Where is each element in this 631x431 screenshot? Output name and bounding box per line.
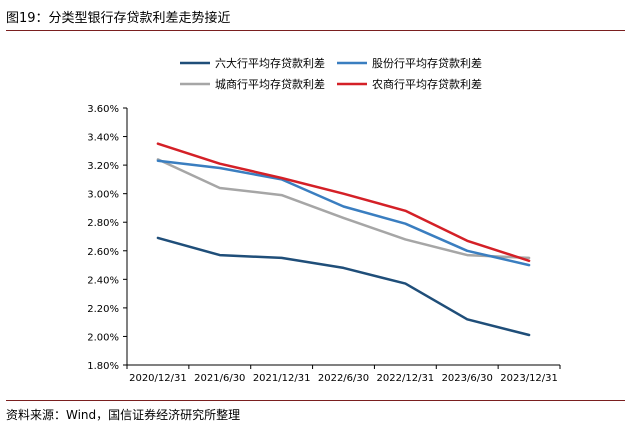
y-tick-label: 3.60%	[87, 104, 119, 115]
y-tick-label: 2.00%	[87, 332, 119, 343]
y-tick-label: 2.80%	[87, 218, 119, 229]
series-line	[156, 158, 531, 260]
x-tick-label: 2021/12/31	[253, 373, 311, 384]
y-tick-label: 3.20%	[87, 161, 119, 172]
x-tick-label: 2023/6/30	[442, 373, 493, 384]
legend-label: 六大行平均存贷款利差	[215, 56, 325, 70]
legend-label: 城商行平均存贷款利差	[215, 77, 325, 91]
line-chart: 3.60% 3.40% 3.20% 3.00% 2.80% 2.60% 2.40% 2.20%…	[87, 56, 561, 384]
y-tick-label: 3.40%	[87, 133, 119, 144]
y-tick-label: 2.20%	[87, 304, 119, 315]
figure-title: 图19：分类型银行存贷款利差走势接近	[6, 11, 231, 26]
x-tick-label: 2020/12/31	[129, 373, 187, 384]
source-divider	[6, 400, 625, 401]
series-line	[156, 142, 531, 263]
legend-label: 股份行平均存贷款利差	[372, 56, 482, 70]
x-tick-label: 2021/6/30	[194, 373, 245, 384]
series-line	[156, 159, 531, 267]
title-divider	[6, 30, 625, 31]
y-tick-label: 2.40%	[87, 275, 119, 286]
source-note: 资料来源：Wind，国信证券经济研究所整理	[6, 408, 241, 422]
legend-label: 农商行平均存贷款利差	[372, 77, 482, 91]
y-tick-label: 3.00%	[87, 190, 119, 201]
series-line	[156, 236, 531, 337]
x-tick-label: 2022/12/31	[377, 373, 435, 384]
y-tick-label: 2.60%	[87, 247, 119, 258]
x-tick-label: 2023/12/31	[500, 373, 558, 384]
y-tick-label: 1.80%	[87, 361, 119, 372]
x-tick-label: 2022/6/30	[318, 373, 369, 384]
